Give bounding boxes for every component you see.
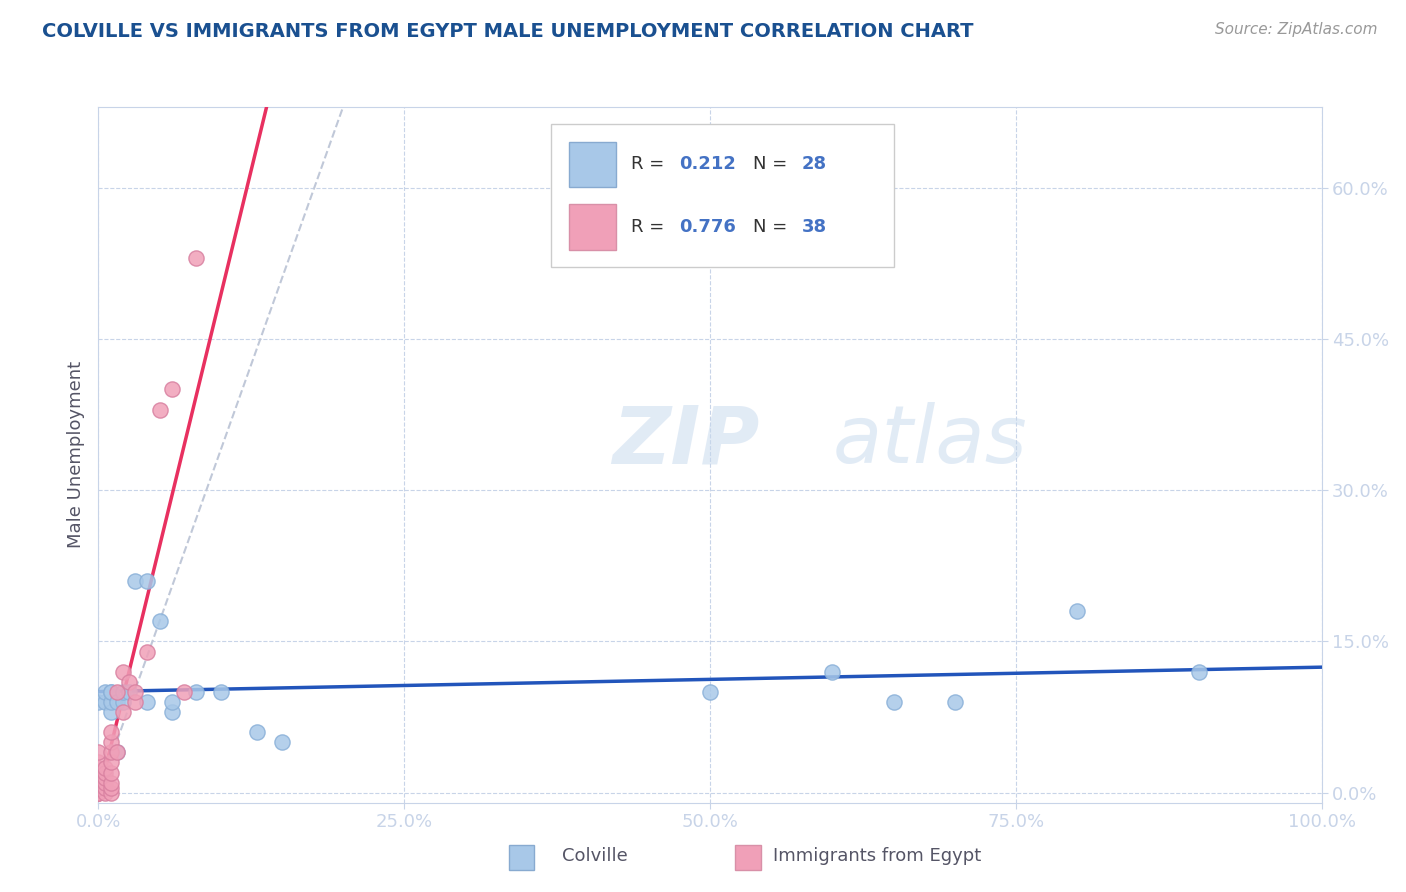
Point <box>111 685 134 699</box>
Text: R =: R = <box>630 155 669 173</box>
Point <box>105 745 128 759</box>
Point <box>118 685 141 699</box>
Point <box>100 735 122 749</box>
Point <box>105 745 128 759</box>
Point <box>821 665 844 679</box>
Point <box>87 786 110 800</box>
Point <box>124 574 146 588</box>
Point <box>186 685 208 699</box>
Point <box>100 685 122 699</box>
Point <box>100 695 122 709</box>
Point <box>100 756 122 770</box>
Text: N =: N = <box>752 218 793 235</box>
Text: Source: ZipAtlas.com: Source: ZipAtlas.com <box>1215 22 1378 37</box>
Text: 0.212: 0.212 <box>679 155 737 173</box>
Point <box>124 695 146 709</box>
Point <box>160 695 183 709</box>
Text: Colville: Colville <box>562 847 628 865</box>
Point <box>105 685 128 699</box>
Point <box>149 615 172 629</box>
Point <box>87 760 110 774</box>
Text: atlas: atlas <box>832 402 1028 480</box>
Text: 28: 28 <box>801 155 827 173</box>
Point <box>87 771 110 785</box>
Point <box>160 705 183 719</box>
Point <box>87 775 110 789</box>
Point <box>136 695 159 709</box>
Point <box>100 775 122 789</box>
Point <box>186 252 208 266</box>
Point <box>87 775 110 789</box>
FancyBboxPatch shape <box>551 125 894 267</box>
Point <box>87 695 110 709</box>
Point <box>93 695 115 709</box>
Point <box>100 725 122 739</box>
Point <box>93 765 115 780</box>
Text: 0.776: 0.776 <box>679 218 737 235</box>
Point <box>105 695 128 709</box>
Point <box>246 725 269 739</box>
Point <box>173 685 195 699</box>
Point <box>118 674 141 689</box>
Point <box>100 780 122 795</box>
Point <box>93 775 115 789</box>
Point <box>149 402 172 417</box>
Point <box>93 780 115 795</box>
Point <box>100 786 122 800</box>
Point <box>111 695 134 709</box>
Point <box>160 383 183 397</box>
Point <box>100 745 122 759</box>
Point <box>111 665 134 679</box>
Point <box>883 695 905 709</box>
Bar <box>569 204 616 250</box>
Text: N =: N = <box>752 155 793 173</box>
Point <box>87 765 110 780</box>
Point <box>93 786 115 800</box>
Point <box>209 685 232 699</box>
Point <box>1066 604 1088 618</box>
Point <box>93 760 115 774</box>
Text: 38: 38 <box>801 218 827 235</box>
Point <box>1188 665 1211 679</box>
Text: ZIP: ZIP <box>612 402 759 480</box>
Point <box>87 756 110 770</box>
Point <box>87 786 110 800</box>
Point <box>93 685 115 699</box>
Point <box>100 685 122 699</box>
Point <box>699 685 721 699</box>
Point <box>100 765 122 780</box>
Point <box>87 780 110 795</box>
Point <box>270 735 294 749</box>
Point <box>124 685 146 699</box>
Point <box>100 705 122 719</box>
Text: COLVILLE VS IMMIGRANTS FROM EGYPT MALE UNEMPLOYMENT CORRELATION CHART: COLVILLE VS IMMIGRANTS FROM EGYPT MALE U… <box>42 22 974 41</box>
Y-axis label: Male Unemployment: Male Unemployment <box>66 361 84 549</box>
Point <box>111 705 134 719</box>
Point <box>136 574 159 588</box>
Point <box>87 786 110 800</box>
Text: R =: R = <box>630 218 669 235</box>
Point <box>87 745 110 759</box>
Bar <box>569 142 616 187</box>
Point <box>93 771 115 785</box>
Text: Immigrants from Egypt: Immigrants from Egypt <box>773 847 981 865</box>
Point <box>136 644 159 658</box>
Point <box>943 695 966 709</box>
Point <box>87 780 110 795</box>
